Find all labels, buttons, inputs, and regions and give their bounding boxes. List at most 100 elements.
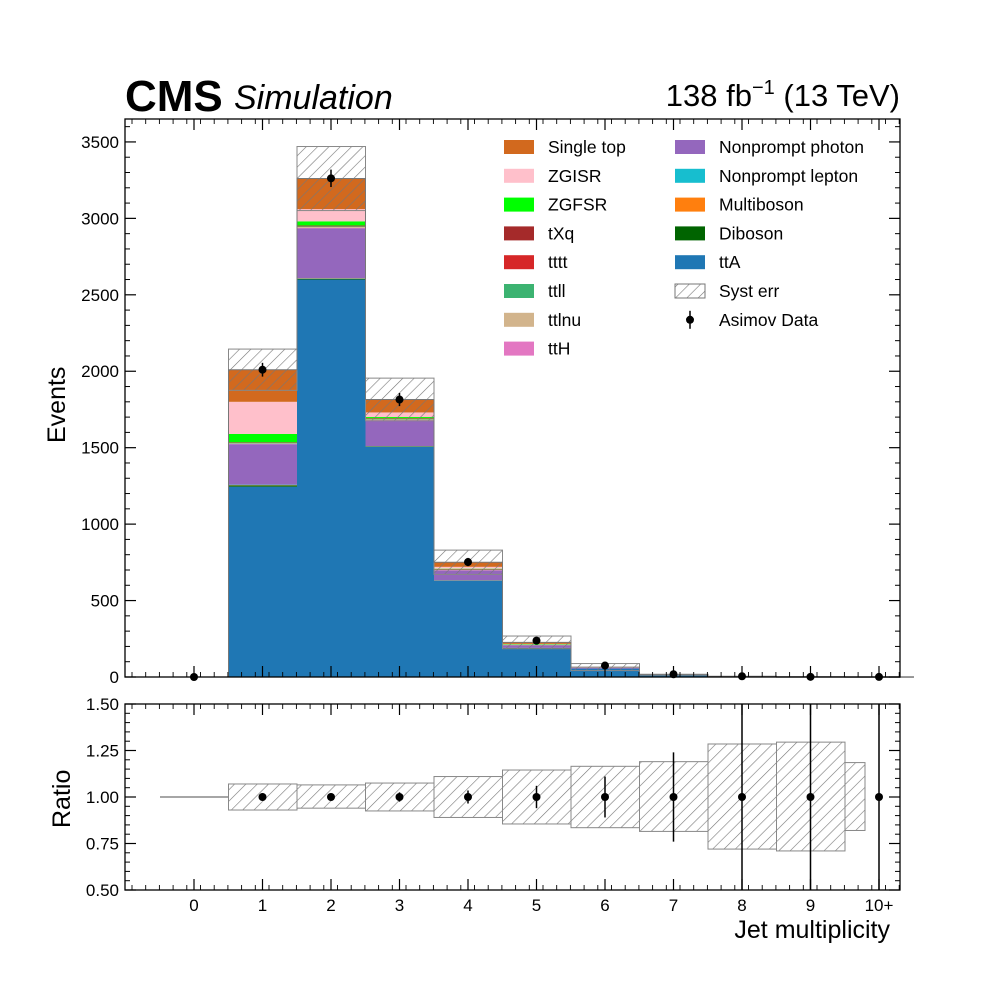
legend-item-multiboson: Multiboson [675,195,804,215]
ratio-xtick-label-3: 3 [395,896,404,915]
main-frame [124,118,901,678]
legend: Single top ZGISR ZGFSR tXq tttt ttll ttlnu ttH N… [504,137,864,359]
bar-nonprompt-photon-bin-1 [228,444,297,485]
legend-item-ttlnu: ttlnu [504,310,581,330]
bar-tth-bin-2 [297,227,366,229]
legend-swatch-tttt [504,255,534,270]
data-point-bin-6 [601,661,609,670]
bar-tta-bin-3 [365,446,434,677]
ratio-xtick-label-0: 0 [189,896,198,915]
ratio-point-bin-7 [669,793,678,801]
bar-zgfsr-bin-1 [228,433,297,443]
legend-label-multiboson: Multiboson [719,195,804,215]
main-y-axis-title: Events [43,367,71,443]
main-ytick-label-1500: 1500 [81,439,119,458]
main-ytick-label-2000: 2000 [81,362,119,381]
bar-diboson-bin-2 [297,278,366,280]
data-point-bin-5 [532,636,541,645]
legend-item-tth: ttH [504,339,570,359]
ratio-ytick-label-1.25: 1.25 [86,742,119,761]
data-point-bin-2 [327,174,335,183]
ratio-ytick-label-0.75: 0.75 [86,835,119,854]
legend-label-txq: tXq [548,223,574,243]
main-ytick-label-3000: 3000 [81,209,119,228]
ratio-ytick-label-1.00: 1.00 [86,788,119,807]
ratio-point-bin-6 [601,793,609,801]
main-ytick-label-1000: 1000 [81,515,119,534]
bar-ttll-bin-2 [297,226,366,227]
lumi-value: 138 fb [666,78,752,113]
main-ytick-label-3500: 3500 [81,133,119,152]
experiment-label: CMS [125,72,223,121]
legend-item-nonprompt-photon: Nonprompt photon [675,137,864,157]
legend-label-asimov-data: Asimov Data [719,310,818,330]
lumi-exponent: −1 [752,77,775,99]
legend-label-tttt: tttt [548,252,568,272]
legend-item-diboson: Diboson [675,223,783,243]
ratio-point-bin-3 [395,793,404,801]
legend-swatch-syst-err [674,283,706,299]
legend-item-zgisr: ZGISR [504,166,601,186]
legend-item-ttll: ttll [504,281,566,301]
data-point-bin-4 [464,558,472,567]
legend-swatch-tta [675,255,705,270]
bar-ttlnu-bin-2 [297,226,366,228]
bar-zgisr-bin-2 [297,209,366,222]
bar-tta-bin-2 [297,279,366,677]
legend-swatch-ttlnu [504,312,534,327]
legend-label-ttll: ttll [548,281,566,301]
ratio-frame [124,703,901,891]
bar-tta-bin-4 [434,580,503,677]
legend-label-ttlnu: ttlnu [548,310,581,330]
legend-label-diboson: Diboson [719,223,783,243]
status-label: Simulation [234,79,393,117]
ratio-point-bin-5 [532,793,541,801]
legend-swatch-nonprompt-lepton [675,168,705,183]
ratio-ytick-label-1.50: 1.50 [86,695,119,714]
bar-nonprompt-photon-bin-4 [434,570,503,581]
legend-swatch-single-top [504,140,534,154]
ratio-panel: 0.500.751.001.251.500 1 2 3 4 5 6 7 8 9 10+ Ratio … [48,695,901,944]
ratio-xtick-label-4: 4 [463,896,472,915]
ratio-point-bin-1 [258,793,267,801]
ratio-xtick-label-8: 8 [737,896,746,915]
legend-item-zgfsr: ZGFSR [504,195,607,215]
legend-item-tta: ttA [675,252,741,272]
legend-swatch-nonprompt-photon [675,140,705,154]
legend-item-txq: tXq [504,223,574,243]
legend-swatch-ttll [504,284,534,298]
data-point-bin-1 [258,365,267,374]
legend-label-single-top: Single top [548,137,626,157]
x-axis-title: Jet multiplicity [734,916,890,944]
legend-swatch-zgfsr [504,197,534,212]
energy-value [775,78,784,113]
main-ytick-label-500: 500 [91,592,119,611]
legend-label-syst-err: Syst err [719,281,779,301]
main-ytick-label-2500: 2500 [81,286,119,305]
ratio-y-axis-title: Ratio [48,770,76,828]
header: CMS Simulation 138 fb−1 (13 TeV) [125,72,900,121]
ratio-xtick-label-1: 1 [258,896,267,915]
ratio-xtick-label-7: 7 [669,896,678,915]
ratio-xtick-label-10: 10+ [865,896,894,915]
legend-label-tth: ttH [548,339,570,359]
legend-item-asimov-data: Asimov Data [686,310,818,330]
main-stack [228,178,914,678]
bar-tta-bin-1 [228,486,297,677]
legend-swatch-diboson [675,226,705,241]
legend-label-nonprompt-lepton: Nonprompt lepton [719,166,858,186]
bar-diboson-bin-1 [228,485,297,487]
data-point-bin-3 [395,395,404,404]
ratio-xtick-label-6: 6 [600,896,609,915]
bar-txq-bin-1 [228,442,297,443]
main-ytick-label-0: 0 [110,668,119,687]
ratio-xtick-label-2: 2 [326,896,335,915]
legend-item-nonprompt-lepton: Nonprompt lepton [675,166,858,186]
ratio-axis-ticks: 0.50 0.75 1.00 1.25 1.50 0 1 2 3 4 5 6 7 8 9 10+ [86,695,900,915]
ratio-ytick-label-0.50: 0.50 [86,881,119,900]
ratio-band-bin-10 [844,762,866,831]
ratio-point-bin-8 [738,793,746,801]
ratio-point-bin-4 [464,793,472,801]
bar-zgisr-bin-1 [228,401,297,434]
ratio-point-bin-2 [327,793,335,801]
